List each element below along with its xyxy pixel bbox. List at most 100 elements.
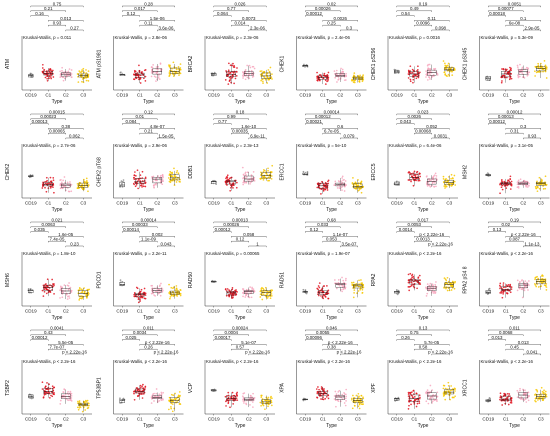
data-point-c1 <box>228 180 231 182</box>
data-point-c1 <box>509 77 512 79</box>
data-point-c1 <box>322 190 325 192</box>
pvalue-label: 0.18 <box>236 109 245 114</box>
x-tick-label-c3: C3 <box>446 309 452 314</box>
pvalue-label: 0.16 <box>35 11 44 16</box>
data-point-c2 <box>341 68 344 71</box>
box-cd19 <box>394 181 400 186</box>
data-point-c3 <box>537 70 539 73</box>
data-point-c1 <box>46 77 48 80</box>
data-point-c3 <box>534 185 537 188</box>
data-point-c3 <box>544 390 547 393</box>
data-point-c2 <box>246 292 248 294</box>
kruskal-wallis-label: Kruskal-Wallis, p < 2.2e-16 <box>298 359 351 364</box>
pvalue-bracket <box>30 113 84 116</box>
data-point-c3 <box>444 180 447 183</box>
data-point-c2 <box>516 183 519 186</box>
data-point-c1 <box>510 72 513 75</box>
pvalue-bracket <box>414 133 432 135</box>
data-point-c2 <box>524 394 527 397</box>
data-point-c2 <box>343 402 346 404</box>
data-point-c1 <box>48 71 51 74</box>
data-point-c1 <box>413 74 416 77</box>
data-point-c1 <box>53 191 55 194</box>
data-point-c3 <box>174 289 177 291</box>
pvalue-label: 0.014 <box>235 21 247 26</box>
data-point-c2 <box>337 79 340 81</box>
data-point-c2 <box>157 400 159 402</box>
data-point-c3 <box>352 176 354 179</box>
data-point-c1 <box>407 73 410 75</box>
data-point-c2 <box>518 285 521 288</box>
data-point-c1 <box>143 287 146 290</box>
pvalue-bracket <box>213 329 267 332</box>
data-point-c1 <box>409 391 411 394</box>
data-point-cd19 <box>302 170 305 173</box>
data-point-c1 <box>51 69 54 72</box>
data-point-c2 <box>246 76 249 79</box>
data-point-c1 <box>50 394 52 397</box>
data-point-c1 <box>41 70 44 73</box>
data-point-c2 <box>161 291 164 293</box>
data-point-c1 <box>320 188 323 190</box>
data-point-c3 <box>269 297 272 300</box>
pvalue-label: 0.19 <box>419 1 428 6</box>
data-point-c1 <box>143 297 146 300</box>
x-tick-label-c1: C1 <box>411 201 417 206</box>
data-point-c2 <box>344 79 347 81</box>
x-tick-label-c3: C3 <box>446 417 452 422</box>
data-point-c3 <box>267 396 270 399</box>
data-point-c1 <box>137 394 140 397</box>
pvalue-bracket <box>65 137 84 140</box>
pvalue-bracket <box>30 226 66 228</box>
data-point-c2 <box>161 178 164 180</box>
data-point-c2 <box>523 77 526 79</box>
pvalue-label: 5.5e-05 <box>58 340 73 345</box>
data-point-c3 <box>168 71 171 74</box>
data-point-c1 <box>235 290 238 293</box>
data-point-c3 <box>355 400 357 403</box>
x-axis-label: Type <box>326 99 337 105</box>
data-point-c2 <box>341 398 344 400</box>
data-point-c1 <box>510 180 513 183</box>
data-point-cd19 <box>30 397 33 400</box>
data-point-c2 <box>344 282 347 285</box>
data-point-c1 <box>411 396 414 398</box>
data-point-c1 <box>501 80 503 82</box>
data-point-c3 <box>260 171 262 174</box>
data-point-c1 <box>325 395 328 398</box>
pvalue-bracket <box>431 245 450 248</box>
data-point-c1 <box>507 403 510 406</box>
pvalue-bracket <box>122 5 175 8</box>
data-point-c3 <box>442 395 445 397</box>
data-point-c2 <box>425 70 427 72</box>
pvalue-label: 0.00065 <box>49 129 65 134</box>
data-point-c1 <box>326 290 329 293</box>
data-point-c1 <box>410 281 413 284</box>
data-point-c3 <box>78 299 81 301</box>
data-point-c3 <box>357 290 360 292</box>
data-point-c2 <box>426 79 429 81</box>
pvalue-bracket <box>122 334 158 336</box>
data-point-c2 <box>345 277 347 280</box>
data-point-c2 <box>517 185 520 188</box>
data-point-c2 <box>516 289 519 292</box>
data-point-c3 <box>270 289 273 291</box>
data-point-c3 <box>170 402 173 405</box>
data-point-c1 <box>411 276 413 279</box>
pvalue-bracket <box>322 241 341 243</box>
x-tick-label-c1: C1 <box>45 417 51 422</box>
pvalue-bracket <box>213 123 232 125</box>
data-point-c2 <box>521 72 524 74</box>
data-point-c1 <box>318 282 321 284</box>
data-point-c1 <box>43 290 46 293</box>
data-point-c2 <box>432 176 435 179</box>
x-tick-label-c1: C1 <box>137 309 143 314</box>
data-point-c3 <box>88 404 90 407</box>
pvalue-bracket <box>396 123 415 125</box>
data-point-c3 <box>357 392 360 395</box>
data-point-c3 <box>448 394 451 397</box>
data-point-c3 <box>85 69 87 71</box>
x-tick-label-c1: C1 <box>503 309 509 314</box>
data-point-c1 <box>504 68 507 71</box>
data-point-c2 <box>521 66 524 69</box>
